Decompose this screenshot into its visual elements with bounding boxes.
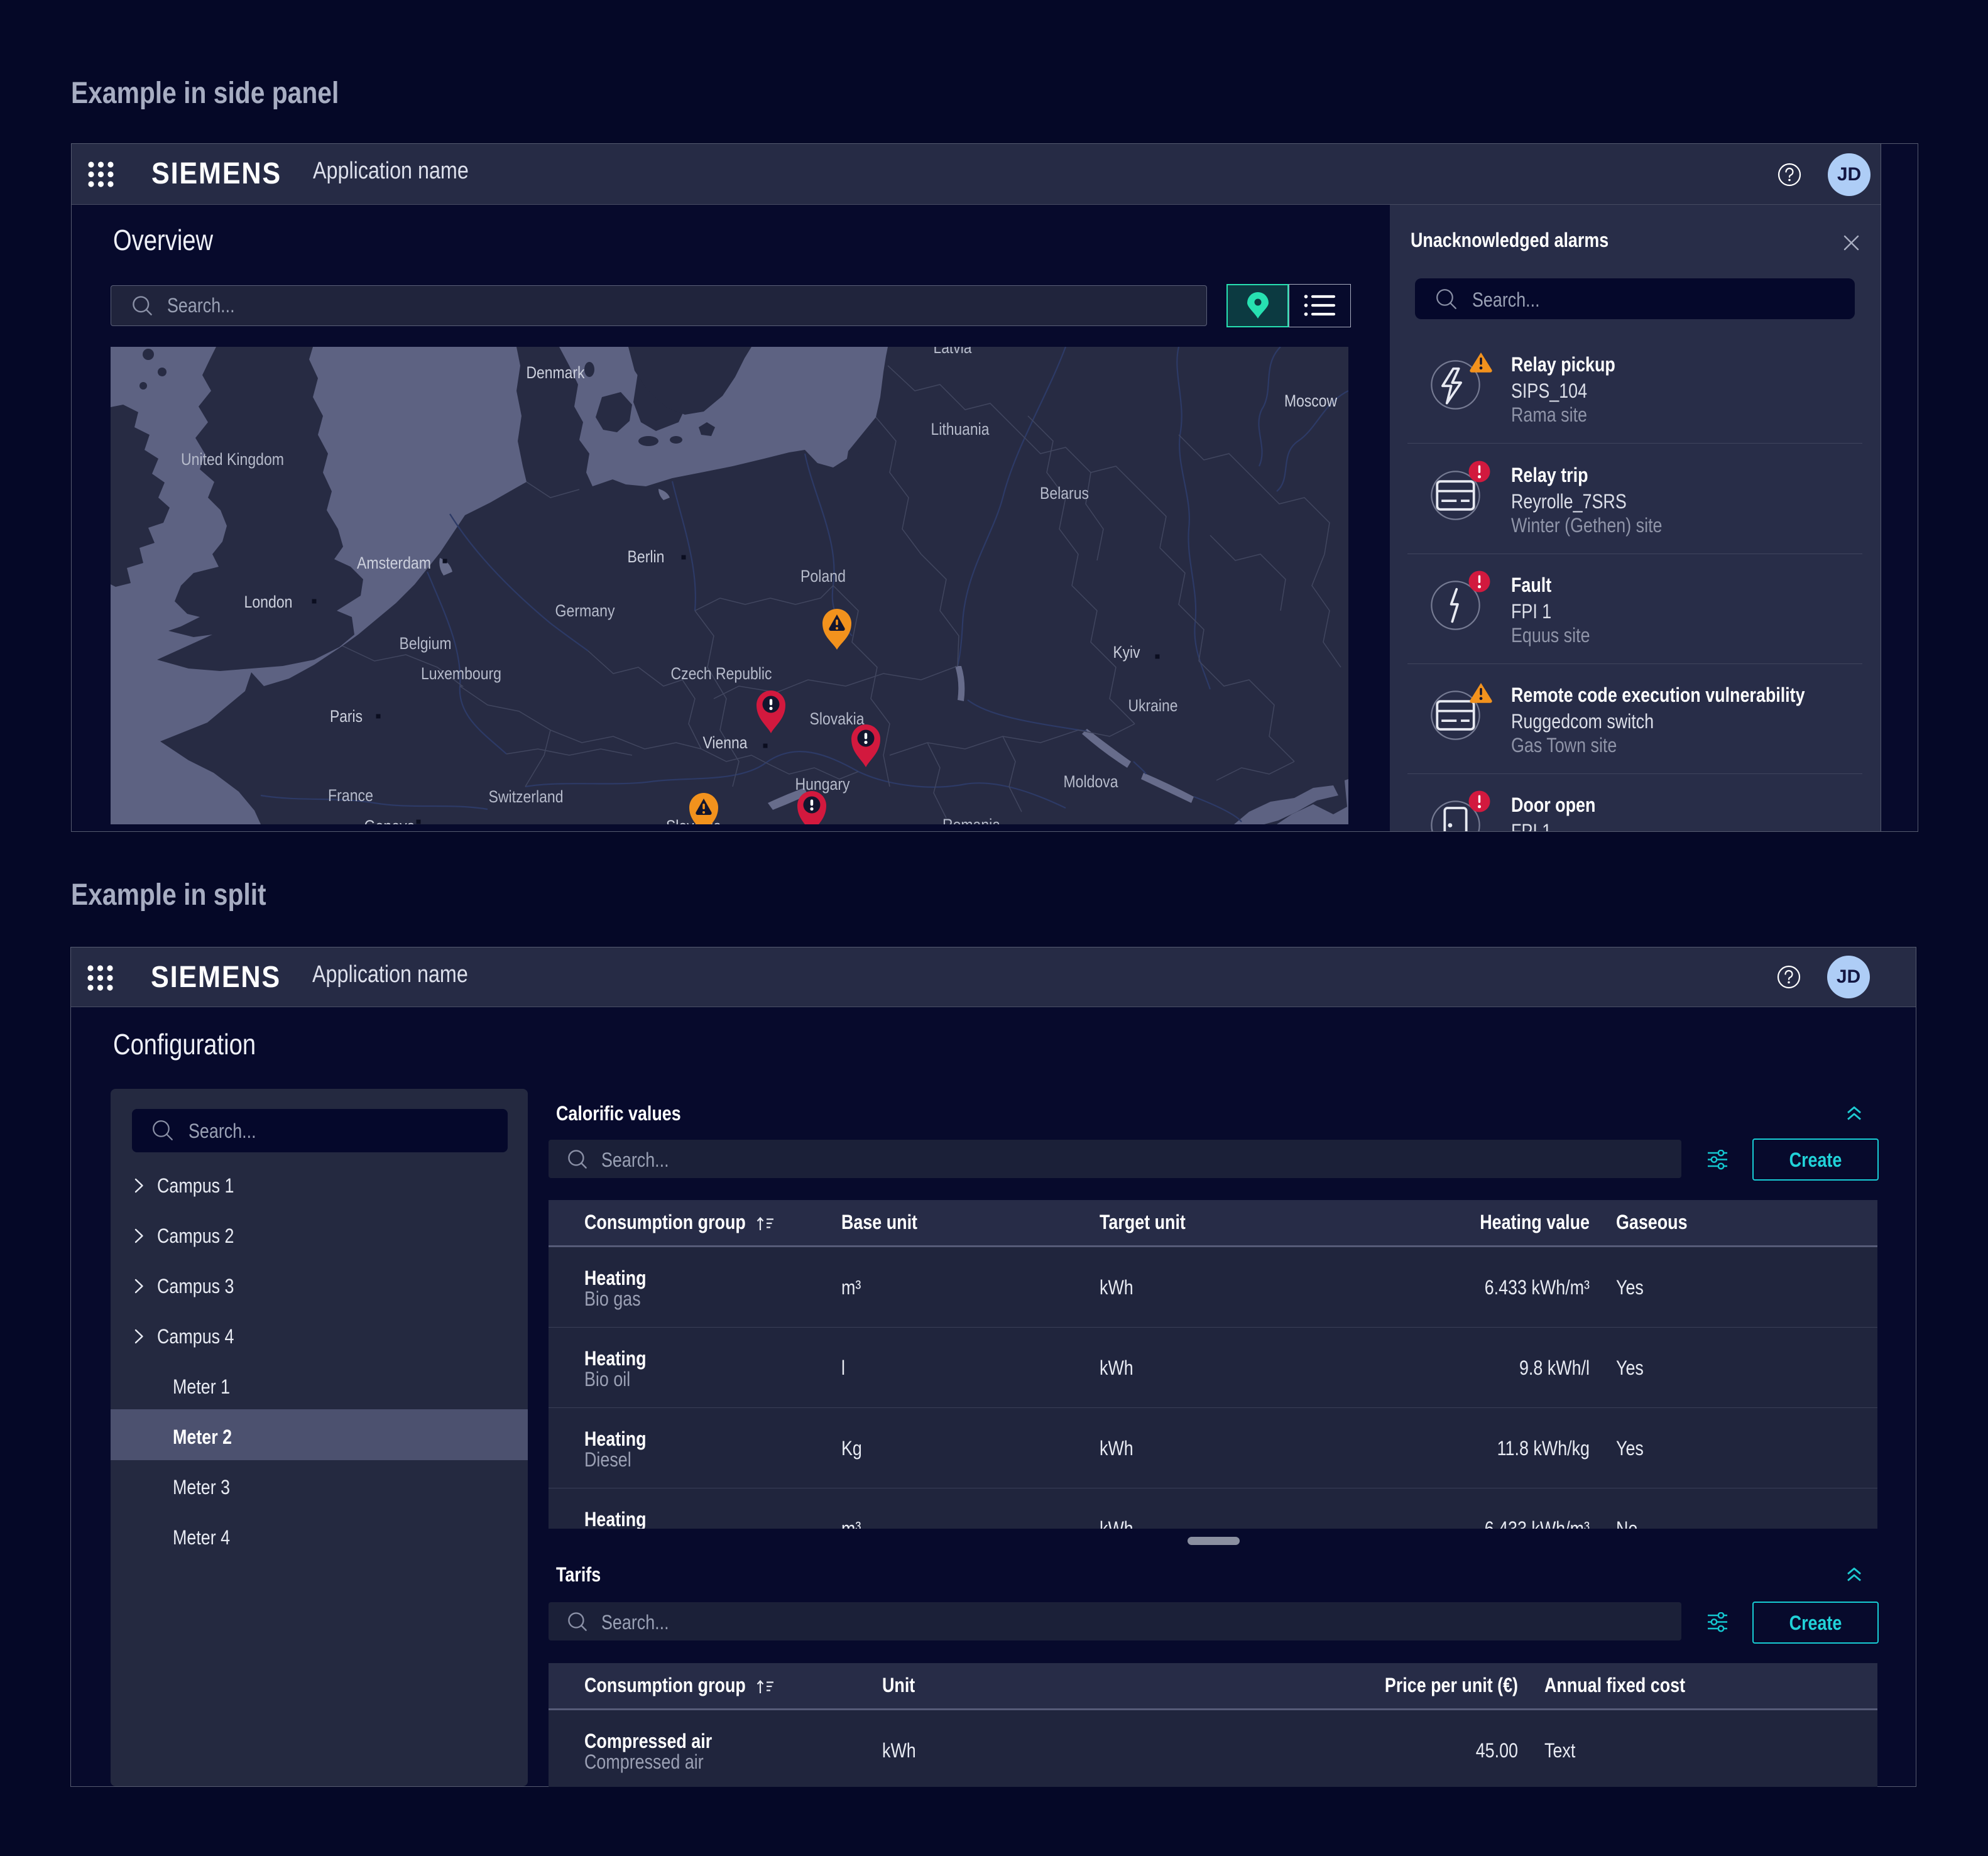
svg-text:Czech Republic: Czech Republic [671, 664, 772, 683]
svg-text:Kyiv: Kyiv [1113, 643, 1140, 662]
svg-text:France: France [328, 786, 373, 805]
svg-text:Germany: Germany [555, 601, 615, 620]
svg-text:Moldova: Moldova [1064, 772, 1119, 791]
svg-text:Latvia: Latvia [934, 347, 973, 357]
svg-text:Poland: Poland [800, 567, 846, 586]
svg-text:Moscow: Moscow [1284, 391, 1337, 410]
svg-text:Geneva: Geneva [364, 817, 416, 824]
svg-text:Ukraine: Ukraine [1128, 696, 1178, 715]
svg-text:Berlin: Berlin [628, 547, 665, 566]
svg-text:Luxembourg: Luxembourg [421, 664, 501, 683]
svg-text:Amsterdam: Amsterdam [357, 554, 431, 572]
svg-text:Belgium: Belgium [400, 634, 452, 653]
svg-text:Switzerland: Switzerland [489, 787, 564, 806]
svg-text:Paris: Paris [330, 707, 363, 726]
svg-text:United Kingdom: United Kingdom [181, 450, 284, 469]
svg-text:Lithuania: Lithuania [931, 420, 990, 439]
svg-text:Denmark: Denmark [527, 363, 585, 382]
svg-text:Vienna: Vienna [703, 733, 748, 752]
svg-text:Hungary: Hungary [795, 775, 850, 794]
svg-text:Slovakia: Slovakia [810, 709, 865, 728]
svg-text:Romania: Romania [942, 816, 1001, 824]
svg-text:London: London [244, 592, 293, 611]
svg-text:Belarus: Belarus [1040, 484, 1089, 503]
